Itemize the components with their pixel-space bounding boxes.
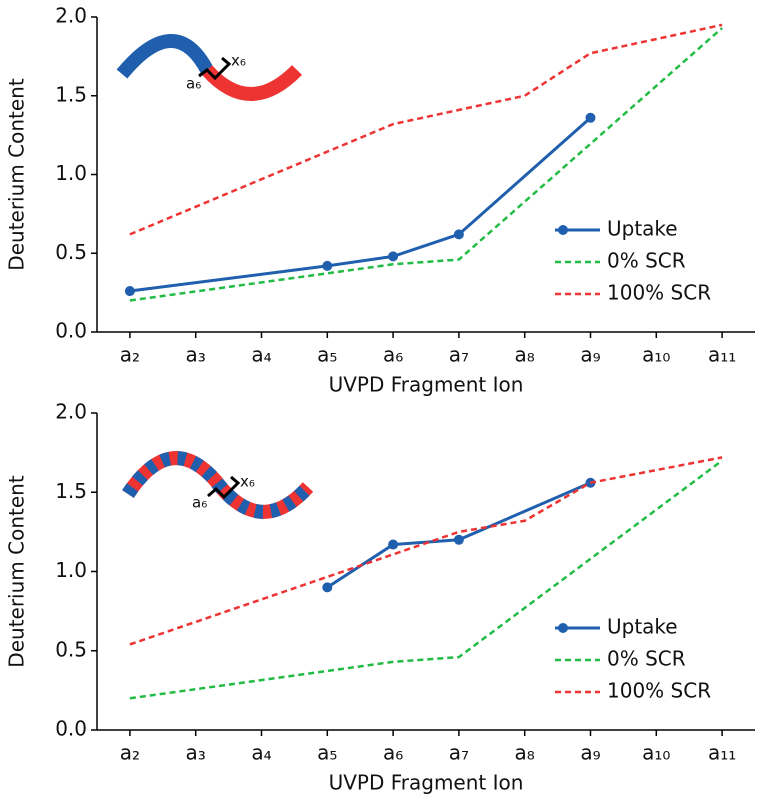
data-point [322, 582, 333, 593]
annotation: x₆ [231, 52, 246, 70]
x-tick-label: a₄ [251, 741, 271, 765]
y-tick-label: 0.0 [55, 717, 87, 741]
x-tick-label: a₃ [186, 741, 206, 765]
x-tick-label: a₅ [317, 343, 337, 367]
cleavage-mark [207, 475, 241, 500]
data-point [453, 229, 464, 240]
data-point [388, 251, 399, 262]
data-point [388, 539, 399, 550]
data-line [129, 23, 723, 236]
data-line [129, 27, 723, 302]
x-axis-label: UVPD Fragment Ion [329, 771, 524, 795]
data-point [124, 286, 135, 297]
y-tick-label: 1.5 [55, 479, 87, 503]
x-tick-label: a₁₀ [642, 741, 670, 765]
y-tick-label: 0.5 [55, 637, 87, 661]
x-tick-label: a₁₀ [642, 343, 670, 367]
chart: 0.0 0.5 1.0 1.5 2.0 a₂ a₃ a₄ a₅ a₆ a₇ a₈ a₉ a₁₀ a₁₁ UVP… [5, 4, 755, 397]
data-point [453, 534, 464, 545]
y-tick-label: 2.0 [55, 4, 87, 28]
data-point [585, 112, 596, 123]
y-tick-label: 1.5 [55, 82, 87, 106]
peptide-cartoon: a₆ x₆ [116, 34, 302, 101]
x-tick-label: a₈ [515, 741, 535, 765]
y-tick-label: 0.5 [55, 240, 87, 264]
legend-label: 0% SCR [607, 647, 686, 671]
y-tick-label: 1.0 [55, 161, 87, 185]
x-tick-label: a₉ [580, 741, 600, 765]
y-tick-label: 0.0 [55, 319, 87, 343]
y-tick-label: 1.0 [55, 558, 87, 582]
x-tick-label: a₇ [449, 741, 469, 765]
x-tick-label: a₆ [383, 741, 403, 765]
legend-marker [558, 225, 568, 235]
annotation: a₆ [192, 494, 207, 512]
legend-label: 0% SCR [607, 249, 686, 273]
data-line [129, 459, 723, 700]
data-point [322, 260, 333, 271]
x-tick-label: a₉ [580, 343, 600, 367]
legend-label: 100% SCR [607, 281, 711, 305]
x-tick-label: a₂ [120, 741, 140, 765]
y-axis-label: Deuterium Content [5, 78, 29, 271]
cartoon-segment [201, 64, 302, 101]
legend-label: 100% SCR [607, 679, 711, 703]
y-tick-label: 2.0 [55, 400, 87, 424]
x-tick-label: a₅ [317, 741, 337, 765]
cleavage-mark [198, 56, 232, 81]
x-tick-label: a₁₁ [708, 343, 736, 367]
legend-marker [558, 623, 568, 633]
legend-label: Uptake [607, 615, 678, 639]
x-tick-label: a₇ [449, 343, 469, 367]
data-line [129, 456, 723, 646]
peptide-cartoon: a₆ x₆ [122, 451, 314, 519]
legend-label: Uptake [607, 217, 678, 241]
x-tick-label: a₃ [186, 343, 206, 367]
cartoon-segment [116, 34, 214, 79]
x-axis-label: UVPD Fragment Ion [329, 373, 524, 397]
annotation: x₆ [240, 473, 255, 491]
cartoon-segment [122, 451, 314, 519]
y-axis-label: Deuterium Content [5, 475, 29, 668]
x-tick-label: a₈ [515, 343, 535, 367]
x-tick-label: a₆ [383, 343, 403, 367]
chart: 0.0 0.5 1.0 1.5 2.0 a₂ a₃ a₄ a₅ a₆ a₇ a₈ a₉ a₁₀ a₁₁ UVP… [5, 400, 755, 795]
x-tick-label: a₄ [251, 343, 271, 367]
x-tick-label: a₁₁ [708, 741, 736, 765]
annotation: a₆ [186, 75, 201, 93]
x-tick-label: a₂ [120, 343, 140, 367]
